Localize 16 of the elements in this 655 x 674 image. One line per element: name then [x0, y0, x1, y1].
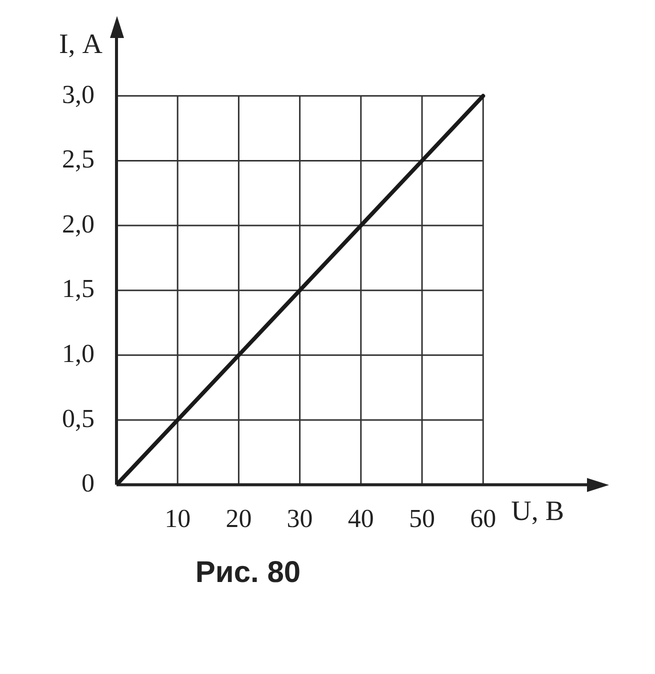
x-tick-label: 50	[409, 504, 436, 534]
y-tick-label: 2,5	[62, 144, 94, 174]
y-tick-label: 3,0	[62, 80, 94, 109]
y-tick-label: 0	[82, 468, 94, 498]
y-tick-label: 1,5	[62, 274, 94, 304]
x-tick-label: 60	[470, 504, 496, 534]
x-tick-label: 10	[164, 504, 191, 534]
y-axis-title: I, А	[58, 28, 104, 60]
y-tick-label: 1,0	[62, 339, 94, 368]
x-tick-label: 30	[286, 504, 313, 534]
x-tick-label: 40	[348, 504, 374, 534]
x-axis-title: U, В	[511, 496, 564, 528]
text: Рис. 80	[194, 556, 302, 590]
y-tick-label: 0,5	[62, 404, 94, 433]
y-tick-label: 2,0	[62, 209, 94, 238]
x-tick-label: 20	[226, 504, 252, 534]
